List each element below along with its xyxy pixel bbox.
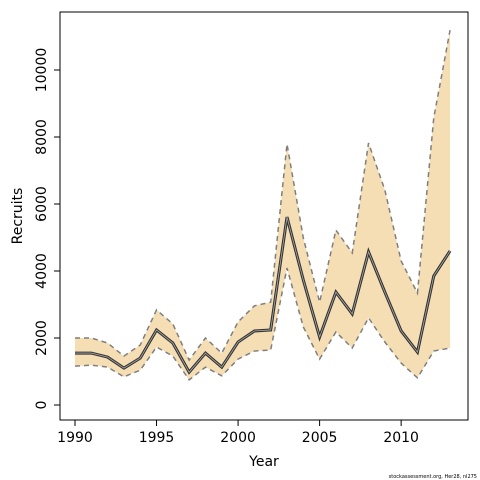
estimate-line-inner [75, 216, 451, 373]
x-tick-label: 2010 [383, 430, 419, 446]
y-tick-label: 8000 [34, 119, 50, 155]
x-tick-label: 1995 [139, 430, 175, 446]
x-axis-label: Year [248, 454, 279, 470]
upper-bound [75, 29, 451, 362]
lower-bound [74, 267, 451, 381]
y-tick-label: 10000 [34, 48, 50, 93]
footnote: stockassessment.org, Her28, nl275 [389, 474, 477, 480]
confidence-band [75, 30, 451, 380]
y-axis-label: Recruits [10, 188, 26, 245]
y-tick-label: 0 [34, 401, 50, 410]
x-tick-label: 1990 [57, 430, 93, 446]
y-tick-label: 2000 [34, 320, 50, 356]
plot-frame [59, 11, 469, 421]
y-tick-label: 6000 [34, 186, 50, 222]
x-tick-label: 2000 [220, 430, 256, 446]
x-tick-label: 2005 [302, 430, 338, 446]
y-tick-label: 4000 [34, 253, 50, 289]
